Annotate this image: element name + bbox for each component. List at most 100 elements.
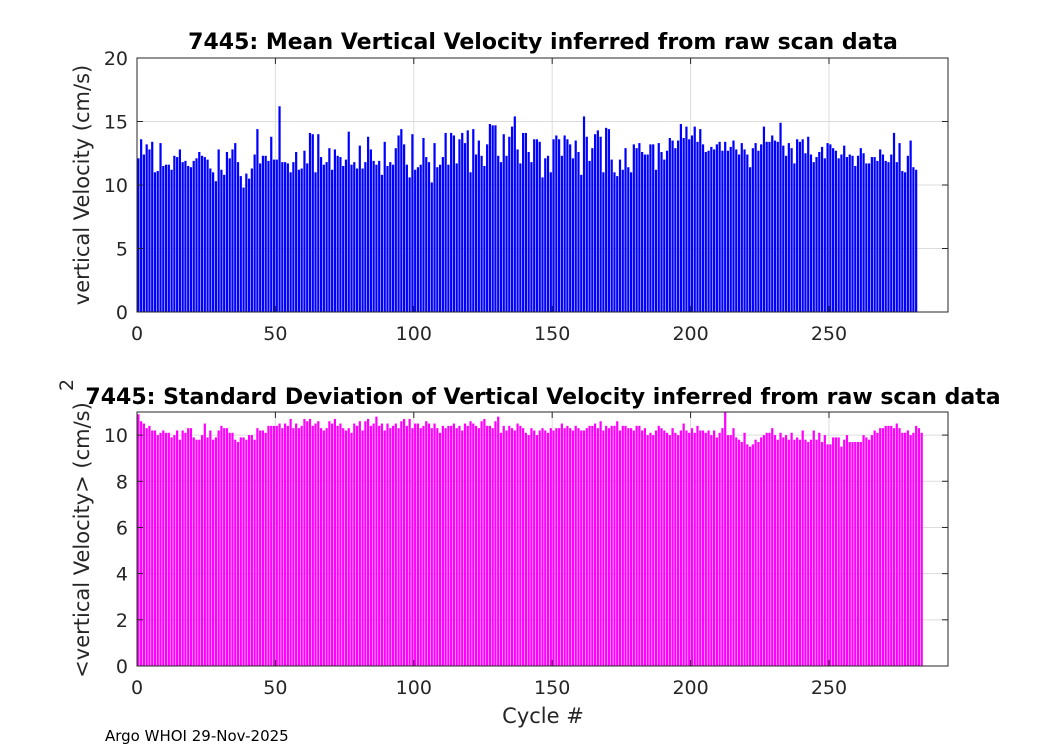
mean-velocity-bar (322, 164, 325, 312)
mean-velocity-bar (308, 132, 312, 312)
std-velocity-bar (906, 430, 909, 666)
mean-velocity-bar (704, 151, 707, 312)
std-velocity-bar (469, 421, 472, 666)
mean-velocity-bar (848, 154, 851, 312)
std-velocity-bar (740, 442, 743, 666)
std-velocity-bar (773, 435, 777, 666)
std-velocity-bar (167, 432, 170, 666)
mean-velocity-bar (281, 162, 284, 312)
std-velocity-bar (660, 428, 663, 666)
std-velocity-bar (602, 430, 605, 666)
std-velocity-bar (272, 425, 276, 666)
mean-velocity-bar (632, 144, 635, 312)
mean-velocity-bar (834, 150, 837, 312)
mean-velocity-bar (713, 149, 716, 312)
mean-velocity-bar (486, 144, 489, 312)
mean-velocity-bar (685, 126, 688, 312)
std-velocity-x-label: Cycle # (502, 704, 584, 728)
std-velocity-bar (710, 435, 713, 666)
mean-velocity-y-ticks: 0 5 10 15 20 (104, 48, 948, 324)
std-velocity-bar (771, 428, 774, 666)
std-velocity-bar (657, 425, 660, 666)
mean-velocity-bar (203, 157, 206, 312)
mean-velocity-y-tick-label: 5 (116, 239, 128, 261)
std-velocity-bar (812, 430, 815, 666)
std-velocity-bar (873, 430, 876, 666)
mean-velocity-bar (879, 149, 882, 312)
mean-velocity-bar (699, 129, 702, 312)
mean-velocity-bar (353, 162, 356, 312)
mean-velocity-bar (757, 150, 760, 312)
mean-velocity-bar (754, 143, 757, 312)
mean-velocity-bar (895, 162, 898, 312)
mean-velocity-bar (173, 155, 176, 312)
std-velocity-bar (308, 418, 312, 666)
std-velocity-bar (331, 423, 334, 666)
std-velocity-bar (289, 418, 292, 666)
std-velocity-bar (203, 423, 206, 666)
std-velocity-bar (212, 439, 215, 666)
std-velocity-bar (618, 430, 622, 666)
mean-velocity-bar (541, 177, 544, 312)
std-velocity-bar (876, 432, 879, 666)
std-velocity-bar (488, 425, 492, 666)
std-velocity-bar (474, 425, 478, 666)
mean-velocity-bar (804, 153, 807, 312)
mean-velocity-bar (239, 176, 242, 312)
std-velocity-bar (735, 437, 738, 666)
mean-velocity-bar (140, 139, 143, 312)
mean-velocity-bar (350, 164, 353, 312)
mean-velocity-bar (189, 167, 193, 312)
std-velocity-x-tick-label: 100 (396, 677, 432, 699)
std-velocity-y-label: <vertical Velocity> (cm/s) (70, 402, 94, 678)
mean-velocity-bar (400, 129, 403, 312)
std-velocity-bar (328, 421, 331, 666)
std-velocity-bar (145, 428, 148, 666)
mean-velocity-y-label: vertical Velocity (cm/s) (70, 65, 94, 305)
std-velocity-bar (674, 432, 677, 666)
std-velocity-bar (522, 428, 525, 666)
mean-velocity-bar (195, 158, 198, 312)
mean-velocity-bar (909, 140, 912, 312)
std-velocity-bar (582, 430, 586, 666)
mean-velocity-bar (228, 158, 231, 312)
mean-velocity-bar (771, 135, 774, 312)
std-velocity-bar (314, 423, 317, 666)
mean-velocity-bar (433, 143, 436, 312)
mean-velocity-bar (574, 140, 577, 312)
mean-velocity-bar (245, 173, 248, 312)
mean-velocity-bar (773, 140, 777, 312)
std-velocity-bar (405, 425, 408, 666)
std-velocity-title: 7445: Standard Deviation of Vertical Vel… (85, 385, 1000, 410)
std-velocity-y-tick-label: 2 (116, 610, 128, 632)
std-velocity-axes-frame (136, 411, 949, 667)
std-velocity-bar (887, 425, 890, 666)
std-velocity-bar (552, 430, 555, 666)
mean-velocity-bar (358, 145, 361, 312)
std-velocity-bar (654, 430, 658, 666)
std-velocity-bar (898, 428, 901, 666)
mean-velocity-bar (599, 136, 602, 312)
std-velocity-bar (389, 428, 392, 666)
std-velocity-bar (391, 425, 395, 666)
mean-velocity-bar (732, 140, 735, 312)
std-velocity-bar (635, 425, 638, 666)
std-velocity-bar (558, 428, 561, 666)
mean-velocity-bar (815, 157, 818, 312)
mean-velocity-bar (826, 143, 829, 312)
mean-velocity-bar (654, 169, 658, 312)
std-velocity-bar (699, 430, 702, 666)
std-velocity-bar (164, 432, 168, 666)
mean-velocity-bar (513, 116, 516, 312)
mean-velocity-bar (430, 182, 433, 312)
mean-velocity-bar (436, 167, 439, 312)
std-velocity-bar (793, 439, 796, 666)
std-velocity-bar (297, 428, 301, 666)
std-velocity-bar (696, 425, 699, 666)
std-velocity-bar (641, 430, 644, 666)
std-velocity-bar (820, 442, 824, 666)
std-velocity-bar (762, 435, 766, 666)
mean-velocity-bar (638, 143, 641, 312)
mean-velocity-bar (342, 165, 345, 312)
std-velocity-bar (917, 428, 921, 666)
